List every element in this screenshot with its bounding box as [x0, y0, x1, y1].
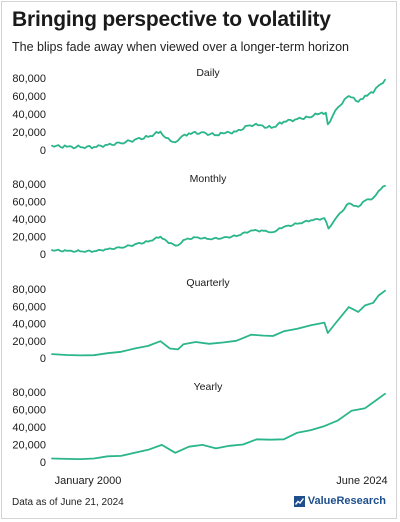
y-tick-label: 20,000 [12, 232, 46, 244]
series-line-daily [51, 78, 386, 150]
y-tick-label: 80,000 [12, 179, 46, 191]
y-tick-label: 60,000 [12, 91, 46, 103]
brand-name: ValueResearch [307, 495, 386, 507]
y-tick-label: 60,000 [12, 405, 46, 417]
chart-title: Bringing perspective to volatility [12, 8, 331, 31]
panel-title: Daily [196, 67, 220, 79]
chart-logo-icon [293, 495, 305, 507]
y-tick-label: 60,000 [12, 301, 46, 313]
y-tick-label: 20,000 [12, 440, 46, 452]
y-tick-label: 20,000 [12, 336, 46, 348]
panel-yearly: Yearly 0 20,000 40,000 60,000 80,000 January 2… [12, 381, 387, 487]
panel-title: Monthly [190, 173, 228, 185]
chart-subtitle: The blips fade away when viewed over a l… [12, 40, 349, 54]
y-tick-label: 40,000 [12, 422, 46, 434]
y-tick-label: 40,000 [12, 214, 46, 226]
panel-title: Quarterly [186, 277, 230, 289]
y-tick-label: 20,000 [12, 127, 46, 139]
x-tick-label: June 2024 [336, 475, 387, 487]
y-tick-label: 0 [40, 145, 46, 157]
panel-daily: Daily 0 20,000 40,000 60,000 80,000 [12, 67, 386, 157]
panel-title: Yearly [194, 381, 224, 393]
brand-logo: ValueResearch [293, 495, 386, 507]
y-tick-label: 80,000 [12, 387, 46, 399]
panel-monthly: Monthly 0 20,000 40,000 60,000 80,000 [12, 173, 386, 261]
panel-quarterly: Quarterly 0 20,000 40,000 60,000 80,000 [12, 277, 386, 365]
data-date-footnote: Data as of June 21, 2024 [12, 497, 124, 508]
y-tick-label: 80,000 [12, 73, 46, 85]
y-tick-label: 60,000 [12, 197, 46, 209]
y-tick-label: 40,000 [12, 319, 46, 331]
series-line-quarterly [51, 289, 386, 357]
y-tick-label: 80,000 [12, 284, 46, 296]
series-line-monthly [51, 184, 386, 253]
x-tick-label: January 2000 [55, 475, 122, 487]
y-tick-label: 0 [40, 457, 46, 469]
y-tick-label: 40,000 [12, 109, 46, 121]
y-tick-label: 0 [40, 353, 46, 365]
y-tick-label: 0 [40, 249, 46, 261]
series-line-yearly [51, 392, 386, 461]
